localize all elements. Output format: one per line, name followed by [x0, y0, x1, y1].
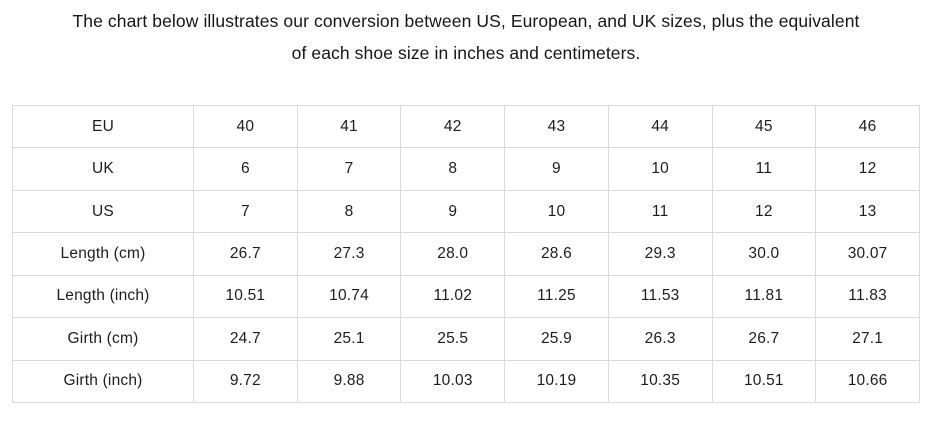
table-cell: 26.3 — [607, 317, 713, 361]
table-cell: 12 — [711, 189, 817, 234]
table-row-length-inch: Length (inch) 10.51 10.74 11.02 11.25 11… — [12, 274, 920, 319]
title-line-1: The chart below illustrates our conversi… — [72, 11, 860, 31]
table-row-girth-cm: Girth (cm) 24.7 25.1 25.5 25.9 26.3 26.7… — [12, 317, 920, 361]
table-cell: 9 — [400, 189, 506, 234]
row-header-us: US — [12, 189, 194, 234]
row-header-uk: UK — [12, 147, 194, 191]
table-cell: 40 — [193, 104, 298, 149]
title-line-2: of each shoe size in inches and centimet… — [291, 43, 641, 63]
table-cell: 45 — [711, 104, 817, 149]
table-cell: 9 — [504, 147, 609, 191]
table-cell: 10.74 — [296, 274, 402, 319]
table-cell: 8 — [400, 147, 506, 191]
table-cell: 6 — [193, 147, 298, 191]
page-title: The chart below illustrates our conversi… — [0, 0, 932, 69]
table-cell: 25.1 — [296, 317, 402, 361]
table-cell: 30.0 — [711, 232, 817, 276]
table-cell: 10.19 — [504, 359, 609, 404]
row-header-girth-cm: Girth (cm) — [12, 317, 194, 361]
table-cell: 10.03 — [400, 359, 506, 404]
table-cell: 7 — [296, 147, 402, 191]
row-header-girth-inch: Girth (inch) — [12, 359, 194, 404]
size-conversion-table: EU 40 41 42 43 44 45 46 UK 6 7 8 9 10 11… — [12, 104, 920, 404]
table-cell: 11.02 — [400, 274, 506, 319]
table-cell: 26.7 — [711, 317, 817, 361]
row-header-eu: EU — [12, 104, 194, 149]
row-header-length-cm: Length (cm) — [12, 232, 194, 276]
table-cell: 7 — [193, 189, 298, 234]
table-cell: 25.5 — [400, 317, 506, 361]
table-cell: 10.51 — [711, 359, 817, 404]
table-cell: 9.88 — [296, 359, 402, 404]
table-cell: 25.9 — [504, 317, 609, 361]
table-cell: 10.35 — [607, 359, 713, 404]
table-cell: 42 — [400, 104, 506, 149]
table-row-uk: UK 6 7 8 9 10 11 12 — [12, 147, 920, 191]
table-cell: 46 — [815, 104, 920, 149]
table-cell: 11.81 — [711, 274, 817, 319]
row-header-length-inch: Length (inch) — [12, 274, 194, 319]
table-cell: 44 — [607, 104, 713, 149]
table-cell: 30.07 — [815, 232, 920, 276]
table-cell: 11 — [711, 147, 817, 191]
table-cell: 13 — [815, 189, 920, 234]
table-cell: 28.6 — [504, 232, 609, 276]
table-cell: 11.53 — [607, 274, 713, 319]
table-cell: 43 — [504, 104, 609, 149]
table-cell: 10.51 — [193, 274, 298, 319]
table-row-us: US 7 8 9 10 11 12 13 — [12, 189, 920, 234]
table-cell: 41 — [296, 104, 402, 149]
table-row-length-cm: Length (cm) 26.7 27.3 28.0 28.6 29.3 30.… — [12, 232, 920, 276]
table-cell: 26.7 — [193, 232, 298, 276]
table-cell: 24.7 — [193, 317, 298, 361]
table-row-girth-inch: Girth (inch) 9.72 9.88 10.03 10.19 10.35… — [12, 359, 920, 404]
table-cell: 11 — [607, 189, 713, 234]
table-cell: 9.72 — [193, 359, 298, 404]
table-cell: 27.1 — [815, 317, 920, 361]
table-row-eu: EU 40 41 42 43 44 45 46 — [12, 104, 920, 149]
table-cell: 12 — [815, 147, 920, 191]
table-cell: 11.83 — [815, 274, 920, 319]
table-cell: 29.3 — [607, 232, 713, 276]
table-cell: 28.0 — [400, 232, 506, 276]
table-cell: 8 — [296, 189, 402, 234]
table-cell: 10 — [504, 189, 609, 234]
table-cell: 10 — [607, 147, 713, 191]
table-cell: 10.66 — [815, 359, 920, 404]
table-cell: 27.3 — [296, 232, 402, 276]
table-cell: 11.25 — [504, 274, 609, 319]
